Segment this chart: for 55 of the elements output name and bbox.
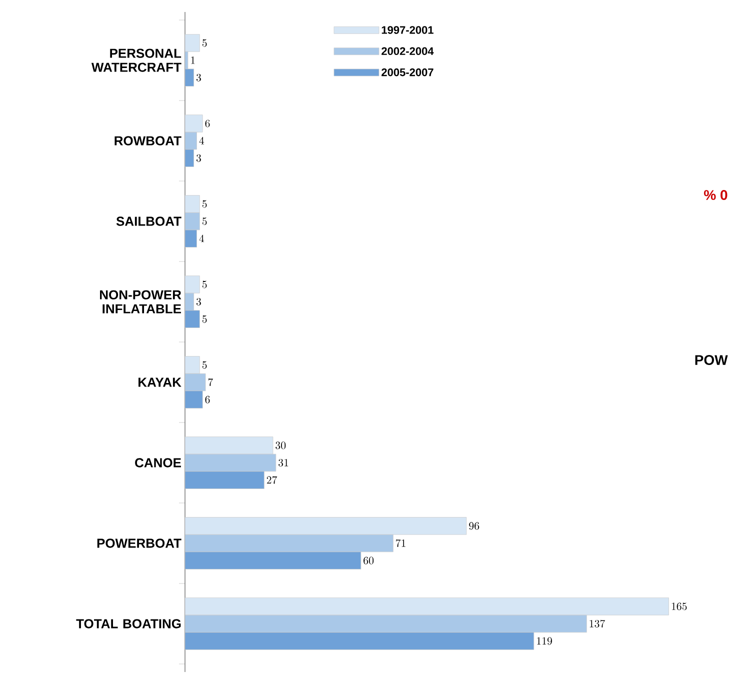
bar [185, 454, 276, 472]
data-label: 3 [196, 154, 201, 162]
bar [185, 373, 206, 392]
data-label: 5 [202, 280, 207, 288]
data-label: 5 [202, 200, 207, 208]
legend-label: 2002-2004 [382, 47, 434, 56]
bar [185, 212, 200, 230]
bar [185, 34, 200, 52]
legend-label: 1997-2001 [382, 26, 434, 34]
legend-label: 2005-2007 [382, 68, 434, 76]
y-tick-label: POWERBOAT [97, 538, 182, 548]
bar [185, 114, 203, 132]
data-label: 60 [364, 556, 374, 564]
data-label: 4 [199, 234, 204, 242]
y-tick-label: PERSONAL WATERCRAFT [91, 48, 182, 72]
data-label: 5 [202, 315, 207, 323]
data-label: 5 [202, 218, 207, 226]
data-label: 71 [396, 539, 406, 547]
data-label: 1 [191, 56, 195, 64]
bar [185, 534, 394, 552]
bar [185, 471, 264, 489]
data-label: 165 [672, 602, 687, 610]
bar [185, 276, 200, 294]
data-label: 96 [469, 522, 480, 530]
y-tick-label: CANOE [135, 458, 181, 468]
data-label: 7 [208, 378, 214, 386]
bar [185, 390, 203, 408]
data-label: 5 [202, 39, 207, 47]
bar [185, 195, 200, 213]
data-label: 4 [199, 136, 204, 144]
data-label: 31 [278, 458, 288, 466]
bar [185, 614, 587, 633]
bar [185, 517, 467, 535]
bar [185, 552, 362, 570]
data-label: 6 [205, 396, 210, 404]
bar [185, 436, 274, 454]
bar [185, 356, 200, 374]
text: % 0 [704, 190, 728, 200]
y-tick-label: SAILBOAT [116, 216, 182, 226]
bar [185, 632, 534, 650]
data-label: 137 [590, 620, 606, 628]
y-tick-label: NON-POWER INFLATABLE [100, 290, 182, 314]
data-label: 27 [266, 476, 278, 484]
bar [185, 598, 669, 616]
data-label: 3 [196, 74, 201, 82]
y-tick-label: ROWBOAT [114, 136, 182, 146]
y-tick-label: KAYAK [138, 378, 182, 387]
bar [185, 310, 200, 328]
data-label: 5 [202, 361, 207, 369]
y-tick-label: TOTAL BOATING [76, 619, 181, 628]
text: POW [695, 355, 728, 365]
data-label: 3 [196, 298, 201, 306]
data-label: 6 [205, 120, 210, 128]
data-label: 30 [276, 442, 286, 450]
data-label: 119 [537, 637, 552, 645]
